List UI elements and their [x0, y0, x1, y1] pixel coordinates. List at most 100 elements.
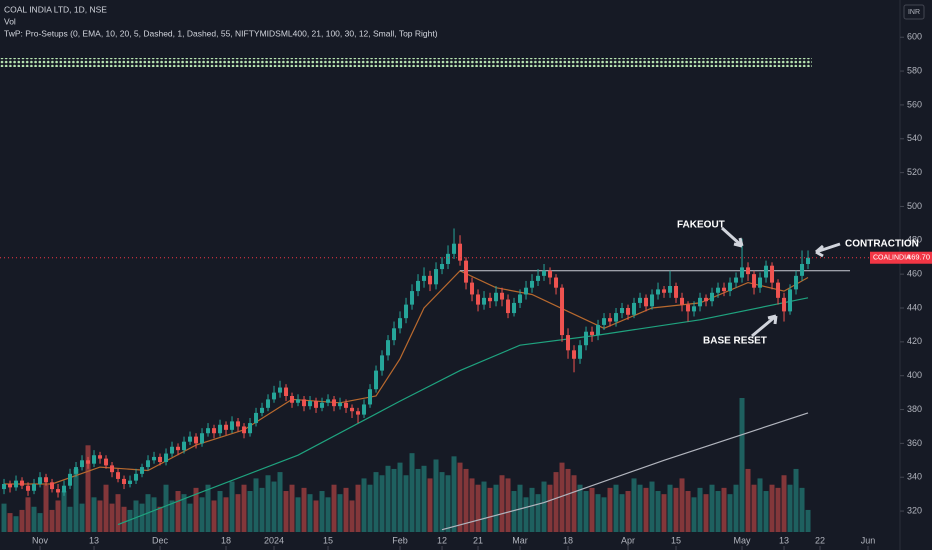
volume-bar	[595, 494, 601, 532]
volume-bar	[199, 497, 205, 532]
volume-bar	[313, 500, 319, 532]
volume-bar	[247, 491, 253, 532]
volume-bar	[529, 487, 535, 532]
candle-body	[38, 477, 43, 484]
candle-body	[368, 389, 373, 405]
candle-body	[344, 402, 349, 408]
candle-body	[188, 436, 193, 442]
x-tick-label: Mar	[512, 535, 528, 545]
candle-body	[458, 243, 463, 261]
y-tick-label: 580	[907, 65, 922, 75]
setup-dots-band	[0, 58, 812, 67]
candle-body	[698, 297, 703, 307]
candle-body	[548, 270, 553, 278]
candle-body	[164, 453, 169, 462]
volume-bar	[775, 487, 781, 532]
volume-bar	[643, 487, 649, 532]
volume-bar	[265, 475, 271, 532]
candle-body	[392, 328, 397, 341]
candle-body	[554, 277, 559, 288]
candle-body	[128, 480, 133, 484]
volume-bar	[511, 491, 517, 532]
candle-body	[710, 292, 715, 302]
currency-box[interactable]	[903, 4, 925, 20]
candle-body	[578, 345, 583, 359]
volume-bar	[553, 472, 559, 532]
candle-body	[518, 294, 523, 303]
volume-bar	[547, 484, 553, 532]
candle-body	[26, 485, 31, 491]
candle-body	[452, 243, 457, 254]
candle-body	[20, 480, 25, 486]
candle-body	[422, 275, 427, 281]
candle-body	[14, 480, 19, 488]
volume-bar	[757, 478, 763, 532]
volume-bar	[103, 484, 109, 532]
candle-body	[182, 441, 187, 451]
candle-body	[602, 318, 607, 325]
volume-bar	[235, 494, 241, 532]
candle-body	[542, 270, 547, 276]
volume-bar	[43, 484, 49, 532]
candle-body	[224, 424, 229, 430]
candle-body	[794, 275, 799, 290]
volume-bar	[631, 478, 637, 532]
volume-bar	[385, 465, 391, 532]
volume-bar	[85, 445, 91, 532]
volume-bar	[763, 491, 769, 532]
x-tick-label: 15	[323, 535, 333, 545]
volume-bar	[661, 494, 667, 532]
candle-body	[728, 282, 733, 292]
candle-body	[230, 421, 235, 430]
candle-body	[434, 269, 439, 285]
volume-bar	[229, 481, 235, 532]
candle-body	[782, 297, 787, 312]
y-tick-label: 340	[907, 472, 922, 482]
candle-body	[140, 467, 145, 474]
volume-bar	[559, 462, 565, 532]
x-tick-label: 12	[437, 535, 447, 545]
candle-body	[194, 436, 199, 444]
candle-body	[662, 289, 667, 293]
volume-bar	[745, 468, 751, 532]
x-tick-label: 13	[89, 535, 99, 545]
currency[interactable]: INR	[908, 9, 920, 16]
candle-body	[338, 402, 343, 407]
candle-body	[398, 318, 403, 329]
volume-bar	[679, 478, 685, 532]
candle-body	[596, 324, 601, 336]
candle-body	[788, 289, 793, 312]
volume-bar	[277, 472, 283, 532]
x-tick-label: 22	[815, 535, 825, 545]
candle-body	[668, 286, 673, 293]
candle-body	[764, 265, 769, 278]
annotation-base-reset: BASE RESET	[703, 336, 767, 347]
candle-body	[770, 265, 775, 283]
volume-bar	[127, 509, 133, 532]
x-tick-label: 18	[221, 535, 231, 545]
volume-bar	[157, 506, 163, 532]
candle-body	[806, 257, 811, 264]
candle-body	[644, 297, 649, 307]
volume-bar	[151, 497, 157, 532]
candle-body	[524, 287, 529, 295]
candle-body	[116, 472, 121, 479]
candle-body	[428, 275, 433, 285]
volume-bar	[115, 494, 121, 532]
candle-body	[464, 260, 469, 283]
candle-body	[626, 308, 631, 315]
volume-bar	[271, 481, 277, 532]
volume-bar	[289, 484, 295, 532]
volume-bar	[223, 497, 229, 532]
candle-body	[146, 460, 151, 468]
x-tick-label: 21	[473, 535, 483, 545]
candle-body	[608, 318, 613, 322]
candle-body	[296, 399, 301, 403]
volume-bar	[457, 462, 463, 532]
candle-body	[284, 387, 289, 396]
volume-bar	[37, 513, 43, 532]
volume-bar	[181, 494, 187, 532]
candle-body	[350, 407, 355, 412]
candle-body	[380, 355, 385, 371]
